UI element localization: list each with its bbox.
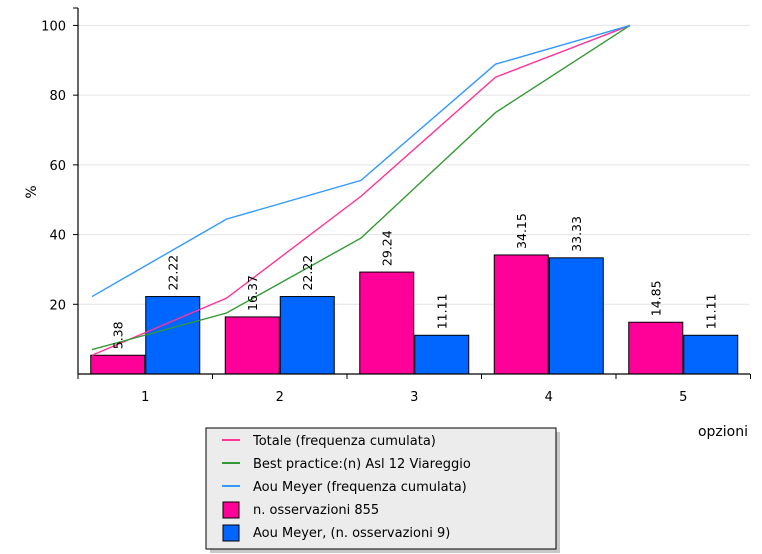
bar-value-label: 34.15 bbox=[514, 213, 529, 249]
grid-lines bbox=[78, 24, 750, 305]
bar-totale-3 bbox=[359, 271, 415, 375]
bar-value-label: 22.22 bbox=[166, 255, 181, 291]
y-tick-label: 60 bbox=[49, 159, 66, 174]
legend-box-swatch bbox=[222, 524, 240, 542]
bars bbox=[90, 254, 739, 375]
y-axis-title: % bbox=[24, 185, 40, 198]
y-tick-label: 40 bbox=[49, 229, 66, 244]
legend-label: Totale (frequenza cumulata) bbox=[252, 434, 436, 449]
y-tick-label: 20 bbox=[49, 298, 66, 313]
bar-value-label: 11.11 bbox=[704, 293, 719, 329]
bar-value-label: 14.85 bbox=[649, 280, 664, 316]
x-tick-label: 1 bbox=[141, 390, 149, 405]
line-series-2 bbox=[91, 24, 631, 298]
x-axis-title: opzioni bbox=[698, 424, 748, 440]
bar-value-label: 16.37 bbox=[245, 275, 260, 311]
bar-value-label: 5.38 bbox=[111, 321, 126, 349]
legend-label: Aou Meyer, (n. osservazioni 9) bbox=[253, 526, 450, 541]
line-series-0 bbox=[91, 24, 631, 356]
legend: Totale (frequenza cumulata) Best practice… bbox=[205, 427, 560, 553]
x-tick-label: 2 bbox=[276, 390, 284, 405]
legend-box-swatch bbox=[222, 501, 240, 519]
axes: 20 40 60 80 100 1 2 3 4 5 bbox=[41, 7, 751, 405]
bar-value-label: 33.33 bbox=[569, 216, 584, 252]
legend-label: Best practice:(n) Asl 12 Viareggio bbox=[253, 457, 471, 472]
x-tick-label: 3 bbox=[410, 390, 418, 405]
data-labels: 5.38 16.37 29.24 34.15 14.85 22.22 22.22 11.11 3… bbox=[111, 213, 719, 349]
bar-value-label: 11.11 bbox=[435, 293, 450, 329]
bar-totale-4 bbox=[493, 254, 549, 375]
bar-totale-5 bbox=[628, 321, 684, 375]
y-tick-label: 80 bbox=[49, 89, 66, 104]
legend-label: n. osservazioni 855 bbox=[253, 503, 379, 518]
legend-label: Aou Meyer (frequenza cumulata) bbox=[253, 480, 467, 495]
y-tick-label: 100 bbox=[41, 19, 66, 34]
cumulative-lines bbox=[91, 24, 631, 356]
x-tick-label: 4 bbox=[545, 390, 553, 405]
bar-totale-1 bbox=[90, 354, 146, 375]
x-tick-label: 5 bbox=[679, 390, 687, 405]
line-series-1 bbox=[91, 24, 631, 351]
bar-meyer-1 bbox=[145, 296, 201, 375]
bar-totale-2 bbox=[224, 316, 280, 375]
bar-meyer-3 bbox=[414, 334, 470, 375]
bar-value-label: 22.22 bbox=[300, 255, 315, 291]
bar-meyer-4 bbox=[548, 257, 604, 375]
bar-meyer-2 bbox=[279, 296, 335, 375]
bar-meyer-5 bbox=[683, 334, 739, 375]
bar-value-label: 29.24 bbox=[380, 230, 395, 266]
legend-box bbox=[205, 427, 557, 550]
